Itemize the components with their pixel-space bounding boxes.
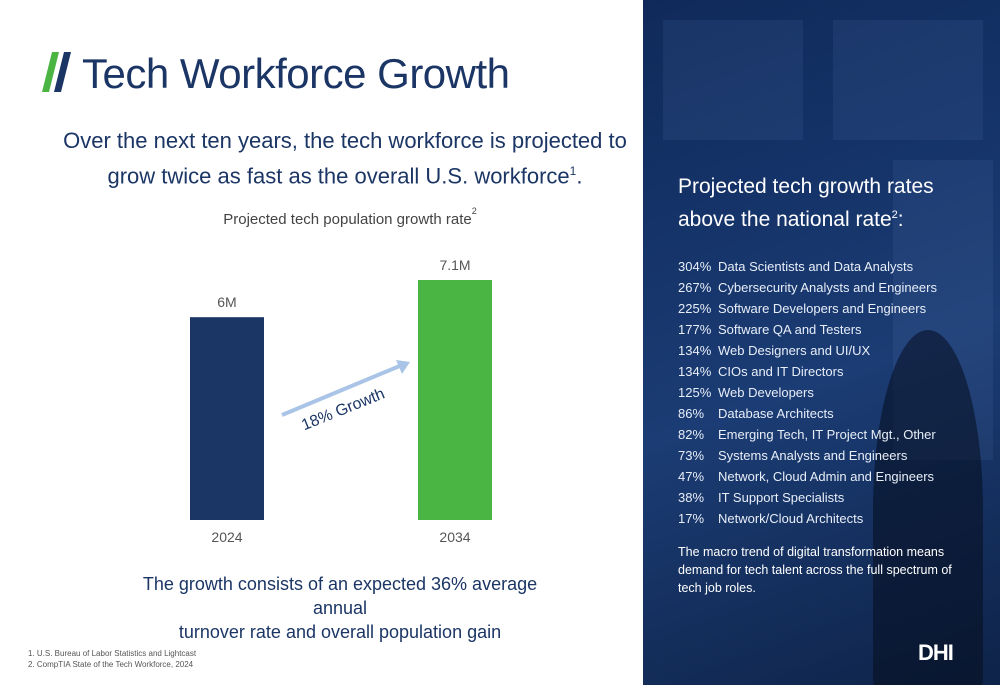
rate-percent: 17% (678, 511, 705, 526)
list-item: 177% Software QA and Testers (678, 322, 978, 343)
rate-percent: 47% (678, 469, 705, 484)
rate-percent: 73% (678, 448, 705, 463)
footnotes: 1. U.S. Bureau of Labor Statistics and L… (28, 648, 196, 670)
growth-explanation: The growth consists of an expected 36% a… (120, 572, 560, 644)
background-window (663, 20, 803, 140)
subtitle-period: . (576, 163, 583, 189)
subtitle-line-1: Over the next ten years, the tech workfo… (63, 128, 627, 153)
list-item: 125% Web Developers (678, 385, 978, 406)
x-tick-label: 2034 (439, 529, 470, 545)
chart-title-text: Projected tech population growth rate (223, 211, 472, 228)
bar-value-label: 7.1M (439, 257, 470, 273)
panel-heading: Projected tech growth rates above the na… (678, 173, 978, 234)
footnote-2: 2. CompTIA State of the Tech Workforce, … (28, 660, 194, 669)
growth-chart: Projected tech population growth rate2 6… (140, 200, 560, 560)
background-window (833, 20, 983, 140)
growth-annotation: 18% Growth (299, 385, 387, 434)
list-item: 134% Web Designers and UI/UX (678, 343, 978, 364)
rate-role: Network, Cloud Admin and Engineers (718, 469, 935, 484)
rate-percent: 38% (678, 490, 705, 505)
list-item: 86% Database Architects (678, 406, 978, 427)
rate-role: Cybersecurity Analysts and Engineers (718, 280, 937, 295)
panel-note: The macro trend of digital transformatio… (678, 545, 952, 595)
list-item: 82% Emerging Tech, IT Project Mgt., Other (678, 427, 978, 448)
list-item: 304% Data Scientists and Data Analysts (678, 259, 978, 280)
chart-title: Projected tech population growth rate2 (140, 206, 560, 228)
panel-heading-footnote-ref: 2 (891, 209, 898, 221)
list-item: 267% Cybersecurity Analysts and Engineers (678, 280, 978, 301)
panel-heading-line-2: above the national rate (678, 208, 892, 231)
rate-role: Network/Cloud Architects (718, 511, 864, 526)
double-slash-logo-icon (42, 52, 71, 92)
footnote-1: 1. U.S. Bureau of Labor Statistics and L… (28, 649, 197, 658)
rate-percent: 267% (678, 280, 712, 295)
rate-role: Software Developers and Engineers (718, 301, 927, 316)
list-item: 134% CIOs and IT Directors (678, 364, 978, 385)
rate-percent: 225% (678, 301, 712, 316)
growth-arrow-head-icon (396, 360, 410, 374)
chart-title-footnote-ref: 2 (471, 206, 477, 216)
page-title: Tech Workforce Growth (82, 50, 510, 97)
growth-rates-list: 304% Data Scientists and Data Analysts 26… (678, 259, 978, 532)
bar-value-label: 6M (217, 294, 236, 310)
list-item: 17% Network/Cloud Architects (678, 511, 978, 532)
right-panel-background (643, 0, 1000, 685)
rate-role: Systems Analysts and Engineers (718, 448, 908, 463)
growth-explanation-line-2: turnover rate and overall population gai… (178, 622, 502, 642)
rate-role: IT Support Specialists (718, 490, 845, 505)
rate-role: Data Scientists and Data Analysts (718, 259, 914, 274)
subtitle-line-2: grow twice as fast as the overall U.S. w… (107, 163, 570, 189)
left-panel: Tech Workforce Growth Over the next ten … (28, 50, 630, 670)
growth-explanation-line-1: The growth consists of an expected 36% a… (142, 574, 538, 618)
list-item: 73% Systems Analysts and Engineers (678, 448, 978, 469)
rate-percent: 86% (678, 406, 705, 421)
bar-2024 (190, 317, 264, 520)
rate-percent: 125% (678, 385, 712, 400)
rate-role: Web Developers (718, 385, 814, 400)
subtitle: Over the next ten years, the tech workfo… (60, 126, 630, 191)
dhi-logo: DHI (918, 640, 954, 665)
chart-plot: 6M 2024 7.1M 2034 18% Growth (190, 257, 492, 545)
list-item: 38% IT Support Specialists (678, 490, 978, 511)
rate-percent: 134% (678, 343, 712, 358)
list-item: 47% Network, Cloud Admin and Engineers (678, 469, 978, 490)
subtitle-footnote-ref: 1 (569, 164, 577, 178)
rate-percent: 177% (678, 322, 712, 337)
rate-role: CIOs and IT Directors (718, 364, 844, 379)
growth-arrow-line (281, 363, 403, 417)
bar-2034 (418, 280, 492, 520)
rate-percent: 82% (678, 427, 705, 442)
rate-role: Software QA and Testers (718, 322, 862, 337)
rate-role: Emerging Tech, IT Project Mgt., Other (718, 427, 936, 442)
x-tick-label: 2024 (211, 529, 242, 545)
rate-role: Database Architects (718, 406, 834, 421)
panel-heading-line-1: Projected tech growth rates (678, 175, 934, 198)
rate-percent: 304% (678, 259, 712, 274)
rate-percent: 134% (678, 364, 712, 379)
panel-heading-colon: : (897, 208, 904, 231)
person-silhouette-image (873, 330, 983, 685)
rate-role: Web Designers and UI/UX (718, 343, 871, 358)
list-item: 225% Software Developers and Engineers (678, 301, 978, 322)
